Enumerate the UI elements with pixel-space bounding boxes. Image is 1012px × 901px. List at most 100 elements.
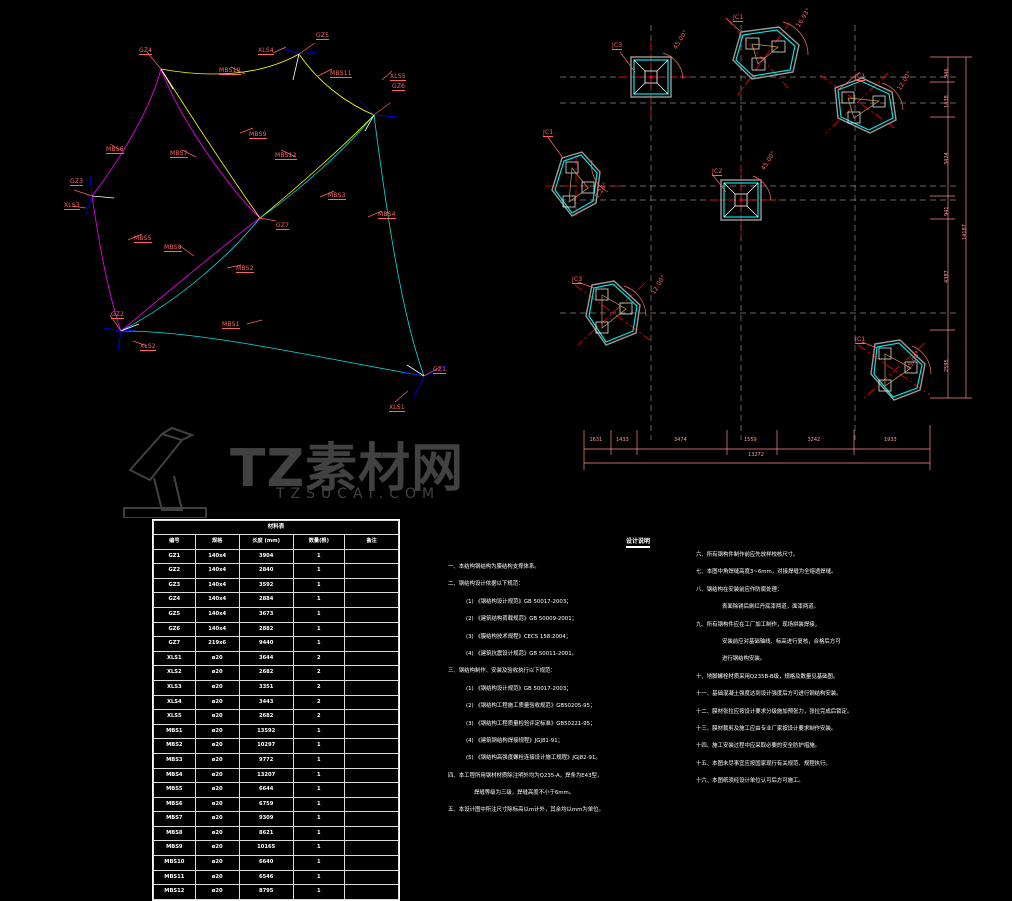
design-notes-left-column: 一、本结构钢结构为膜结构支撑体系。 二、钢结构设计依据以下规范： (1) 《钢结构设… bbox=[448, 562, 698, 823]
foundation-id-label-6: JC1 bbox=[855, 336, 866, 344]
note-left-line-10: (4) 《建筑钢结构焊接规程》JGJ81-91； bbox=[466, 737, 564, 744]
material-table-header-0: 编号 bbox=[153, 534, 196, 550]
material-cell-r17-c1: ø20 bbox=[194, 796, 240, 813]
note-left-line-8: (2) 《钢结构工程施工质量验收规范》GB50205-95； bbox=[466, 703, 596, 710]
material-cell-r11-c1: ø20 bbox=[194, 709, 240, 725]
note-left-line-11: (5) 《钢结构高强度螺栓连接设计施工规程》JGJ82-91。 bbox=[466, 755, 601, 762]
dim-h-1: 1433 bbox=[616, 437, 629, 443]
member-label-MBS9: MBS9 bbox=[249, 131, 267, 139]
material-table: 材料表 编号 规格 长度 (mm) 数量(根) 备注 GZ1 140x4 3904 1 GZ2 1… bbox=[152, 519, 400, 901]
material-cell-r14-c4 bbox=[344, 752, 399, 769]
material-cell-r1-c4 bbox=[344, 563, 399, 579]
material-cell-r7-c0: XLS1 bbox=[153, 650, 196, 667]
note-left-line-7: (1) 《钢结构设计规范》GB 50017-2003； bbox=[466, 685, 572, 692]
foundation-plan-svg bbox=[546, 17, 972, 470]
dim-h-0: 1631 bbox=[589, 437, 603, 443]
table-row: GZ7 219x6 9440 1 bbox=[153, 636, 399, 652]
note-right-line-6: 进行钢结构安装。 bbox=[722, 656, 766, 663]
material-cell-r23-c4 bbox=[344, 884, 399, 900]
material-cell-r12-c4 bbox=[344, 723, 399, 740]
material-cell-r10-c1: ø20 bbox=[194, 694, 240, 711]
material-cell-r14-c3: 1 bbox=[292, 752, 346, 769]
note-right-line-2: 八、钢结构在安装前应作防腐处理： bbox=[696, 586, 783, 593]
material-cell-r0-c4 bbox=[344, 548, 399, 565]
note-left-line-5: (4) 《建筑抗震设计规范》GB 50011-2001。 bbox=[466, 650, 578, 657]
material-table-header-1: 规格 bbox=[194, 534, 240, 550]
material-cell-r16-c4 bbox=[344, 782, 399, 798]
material-cell-r2-c4 bbox=[344, 577, 399, 594]
material-cell-r9-c3: 2 bbox=[292, 679, 346, 696]
note-left-line-9: (3) 《钢结构工程质量检验评定标准》GB50221-95； bbox=[466, 720, 596, 727]
member-label-MBS7: MBS7 bbox=[170, 150, 188, 158]
table-row: XLS3 ø20 3351 2 bbox=[153, 679, 399, 696]
material-cell-r22-c0: MBS11 bbox=[153, 869, 196, 886]
note-right-line-0: 六、所有钢构件制作前应先放样校核尺寸。 bbox=[696, 552, 799, 558]
material-cell-r8-c3: 2 bbox=[292, 665, 346, 681]
material-cell-r21-c1: ø20 bbox=[194, 855, 240, 871]
note-left-line-3: (2) 《建筑结构荷载规范》GB 50009-2001； bbox=[466, 616, 578, 623]
column-label-GZ5-4: GZ5 bbox=[316, 32, 330, 40]
material-cell-r11-c2: 2682 bbox=[238, 709, 294, 725]
note-right-line-8: 十一、基础混凝土强度达到设计强度后方可进行钢结构安装。 bbox=[696, 691, 842, 698]
material-cell-r2-c0: GZ3 bbox=[153, 577, 196, 594]
table-row: MBS3 ø20 9772 1 bbox=[153, 752, 399, 769]
note-left-line-14: 五、本设计图中所注尺寸除标高以m计外，其余均以mm为单位。 bbox=[448, 807, 604, 814]
foundation-id-label-3: JC1 bbox=[543, 129, 554, 137]
note-left-line-12: 四、本工程所用钢材材质除注明外均为Q235-A，焊条为E43型， bbox=[448, 772, 603, 779]
watermark: TZ素材网 TZSUCAI.COM bbox=[110, 418, 670, 518]
material-cell-r15-c2: 13207 bbox=[238, 767, 294, 784]
material-cell-r11-c0: XLS5 bbox=[153, 709, 196, 725]
note-right-line-3: 表面除锈后刷红丹底漆两道，面漆两道。 bbox=[722, 604, 820, 611]
material-cell-r9-c4 bbox=[344, 679, 399, 696]
design-notes-right-column: 六、所有钢构件制作前应先放样校核尺寸。 七、本图中角焊缝高度3~6mm，对接焊缝为… bbox=[696, 550, 946, 793]
dim-h-5: 1933 bbox=[884, 437, 897, 443]
note-left-line-13: 焊缝等级为三级，焊缝高度不小于6mm。 bbox=[474, 790, 575, 797]
dim-h-total: 13272 bbox=[748, 452, 764, 458]
watermark-brand: TZ素材网 bbox=[230, 439, 465, 499]
cable-net-svg bbox=[71, 42, 448, 403]
material-table-header-2: 长度 (mm) bbox=[238, 534, 294, 550]
material-cell-r5-c2: 2882 bbox=[238, 621, 294, 638]
material-cell-r3-c2: 2884 bbox=[238, 592, 294, 608]
foundation-id-label-1: JC1 bbox=[733, 14, 744, 22]
material-cell-r13-c0: MBS2 bbox=[153, 738, 196, 754]
column-label-GZ7-6: GZ7 bbox=[276, 222, 290, 230]
material-cell-r12-c0: MBS1 bbox=[153, 723, 196, 740]
note-right-line-7: 十、地脚螺栓材质采用Q235B-B级，规格及数量见基础图。 bbox=[696, 673, 839, 680]
material-cell-r17-c3: 1 bbox=[292, 796, 346, 813]
material-cell-r0-c3: 1 bbox=[292, 548, 346, 565]
material-cell-r9-c0: XLS3 bbox=[153, 679, 196, 696]
material-table-header-4: 备注 bbox=[344, 534, 399, 550]
material-table-title: 材料表 bbox=[153, 520, 399, 535]
material-cell-r9-c2: 3351 bbox=[238, 679, 294, 696]
material-cell-r12-c3: 1 bbox=[292, 723, 346, 740]
material-cell-r6-c1: 219x6 bbox=[194, 636, 240, 652]
material-cell-r5-c0: GZ6 bbox=[153, 621, 196, 638]
material-cell-r0-c0: GZ1 bbox=[153, 548, 196, 565]
member-label-MBS10: MBS10 bbox=[219, 67, 241, 75]
material-cell-r16-c2: 6644 bbox=[238, 782, 294, 798]
material-cell-r19-c1: ø20 bbox=[194, 825, 240, 842]
table-row: GZ3 140x4 3592 1 bbox=[153, 577, 399, 594]
watermark-site: TZSUCAI.COM bbox=[276, 486, 441, 502]
note-left-line-0: 一、本结构钢结构为膜结构支撑体系。 bbox=[448, 564, 540, 570]
table-row: MBS10 ø20 6640 1 bbox=[153, 855, 399, 871]
note-right-line-9: 十二、膜材张拉应按设计要求分级施加预张力，张拉完成后锁定。 bbox=[696, 708, 853, 715]
material-cell-r4-c3: 1 bbox=[292, 606, 346, 623]
member-label-MBS8: MBS8 bbox=[164, 244, 182, 252]
material-cell-r8-c4 bbox=[344, 665, 399, 681]
material-cell-r1-c0: GZ2 bbox=[153, 563, 196, 579]
material-cell-r0-c1: 140x4 bbox=[194, 548, 240, 565]
member-label-MBS11: MBS11 bbox=[330, 70, 352, 78]
material-cell-r18-c4 bbox=[344, 811, 399, 827]
material-cell-r13-c1: ø20 bbox=[194, 738, 240, 754]
material-cell-r7-c2: 3644 bbox=[238, 650, 294, 667]
dim-v-2: 3424 bbox=[944, 151, 950, 165]
material-cell-r6-c2: 9440 bbox=[238, 636, 294, 652]
material-cell-r6-c3: 1 bbox=[292, 636, 346, 652]
material-cell-r21-c3: 1 bbox=[292, 855, 346, 871]
material-cell-r16-c0: MBS5 bbox=[153, 782, 196, 798]
material-cell-r9-c1: ø20 bbox=[194, 679, 240, 696]
table-row: MBS11 ø20 6546 1 bbox=[153, 869, 399, 886]
material-cell-r12-c2: 13592 bbox=[238, 723, 294, 740]
